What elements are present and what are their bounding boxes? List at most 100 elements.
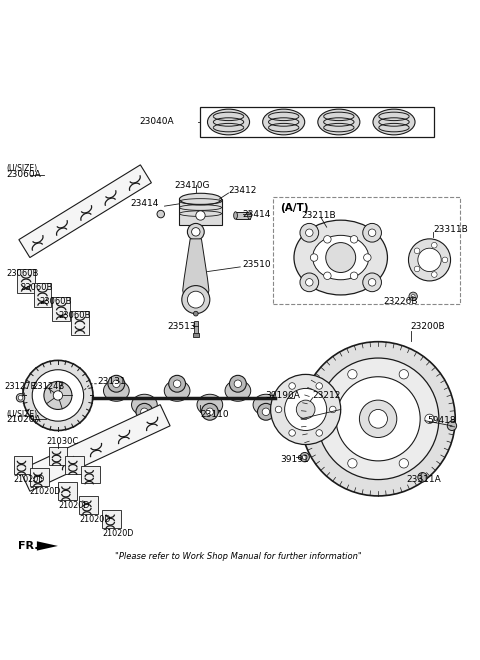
- Circle shape: [289, 430, 295, 436]
- Text: 23414: 23414: [242, 210, 271, 218]
- Circle shape: [141, 408, 148, 416]
- Polygon shape: [20, 405, 170, 491]
- Ellipse shape: [164, 380, 190, 401]
- Circle shape: [193, 312, 198, 316]
- Circle shape: [285, 389, 327, 430]
- Circle shape: [44, 381, 72, 409]
- Circle shape: [182, 286, 210, 313]
- Ellipse shape: [132, 394, 157, 415]
- Circle shape: [206, 408, 214, 416]
- Circle shape: [350, 272, 358, 279]
- Text: 23510: 23510: [242, 260, 271, 269]
- Circle shape: [432, 272, 437, 277]
- Text: FR.: FR.: [18, 541, 39, 551]
- Bar: [52, 297, 70, 321]
- Circle shape: [411, 294, 415, 298]
- Ellipse shape: [207, 109, 250, 135]
- Circle shape: [32, 370, 84, 421]
- Bar: [236, 212, 250, 219]
- Circle shape: [409, 292, 418, 300]
- Polygon shape: [19, 165, 151, 257]
- Ellipse shape: [225, 380, 251, 401]
- Circle shape: [322, 414, 331, 424]
- Text: "Please refer to Work Shop Manual for further information": "Please refer to Work Shop Manual for fu…: [115, 552, 361, 561]
- Bar: [65, 456, 84, 474]
- Text: 23311A: 23311A: [406, 475, 441, 484]
- Bar: [30, 468, 48, 486]
- Text: 23226B: 23226B: [384, 296, 418, 306]
- Ellipse shape: [234, 212, 238, 219]
- Circle shape: [425, 414, 434, 424]
- Text: 23211B: 23211B: [301, 211, 336, 220]
- Circle shape: [348, 370, 357, 379]
- Circle shape: [336, 377, 420, 461]
- Text: 23060B: 23060B: [7, 269, 39, 279]
- Ellipse shape: [294, 220, 387, 295]
- Text: 21030C: 21030C: [46, 437, 79, 446]
- Circle shape: [399, 370, 408, 379]
- Circle shape: [192, 228, 200, 236]
- Text: 23060B: 23060B: [58, 312, 90, 321]
- Circle shape: [300, 224, 319, 242]
- Ellipse shape: [263, 109, 305, 135]
- Circle shape: [301, 342, 455, 496]
- Text: 23200B: 23200B: [411, 322, 445, 331]
- Circle shape: [262, 408, 270, 416]
- Ellipse shape: [197, 394, 223, 415]
- Text: 21020D: 21020D: [102, 529, 134, 538]
- Circle shape: [271, 374, 341, 445]
- Circle shape: [363, 224, 382, 242]
- Circle shape: [447, 421, 456, 430]
- Circle shape: [418, 248, 441, 271]
- Text: (U/SIZE): (U/SIZE): [7, 164, 37, 173]
- Circle shape: [348, 459, 357, 468]
- Circle shape: [432, 242, 437, 248]
- Circle shape: [18, 395, 23, 400]
- Ellipse shape: [318, 109, 360, 135]
- Bar: [48, 447, 67, 465]
- Polygon shape: [183, 239, 209, 300]
- Bar: [201, 106, 434, 137]
- Bar: [81, 465, 100, 483]
- Bar: [13, 456, 32, 474]
- Circle shape: [16, 393, 25, 402]
- Circle shape: [324, 272, 331, 279]
- Circle shape: [306, 279, 313, 286]
- Bar: [273, 197, 460, 304]
- Circle shape: [108, 376, 125, 392]
- Circle shape: [187, 224, 204, 240]
- Circle shape: [229, 376, 246, 392]
- Circle shape: [311, 254, 318, 261]
- Circle shape: [414, 248, 420, 253]
- Circle shape: [324, 236, 331, 243]
- Ellipse shape: [373, 109, 415, 135]
- Circle shape: [173, 380, 181, 387]
- Circle shape: [168, 376, 186, 392]
- Circle shape: [316, 383, 323, 389]
- Circle shape: [300, 273, 319, 292]
- Text: 23127B: 23127B: [4, 381, 36, 391]
- Circle shape: [360, 400, 397, 438]
- Circle shape: [157, 211, 165, 218]
- Circle shape: [136, 403, 153, 420]
- Circle shape: [399, 459, 408, 468]
- Text: 23040A: 23040A: [140, 117, 174, 127]
- Circle shape: [316, 430, 323, 436]
- Circle shape: [113, 380, 120, 387]
- Circle shape: [368, 279, 376, 286]
- Text: 23311B: 23311B: [433, 225, 468, 234]
- Text: 23060B: 23060B: [39, 298, 72, 306]
- Bar: [194, 321, 198, 335]
- Text: 23412: 23412: [228, 186, 257, 195]
- Text: 21020D: 21020D: [58, 501, 89, 510]
- Text: 39190A: 39190A: [265, 391, 300, 400]
- Text: 21020D: 21020D: [79, 515, 110, 524]
- Text: 21020D: 21020D: [13, 475, 45, 484]
- Ellipse shape: [312, 236, 369, 280]
- Bar: [71, 312, 89, 335]
- Circle shape: [442, 257, 448, 263]
- Text: 21020D: 21020D: [30, 487, 61, 496]
- Text: (U/SIZE): (U/SIZE): [7, 410, 37, 418]
- Polygon shape: [37, 541, 58, 550]
- Circle shape: [289, 383, 295, 389]
